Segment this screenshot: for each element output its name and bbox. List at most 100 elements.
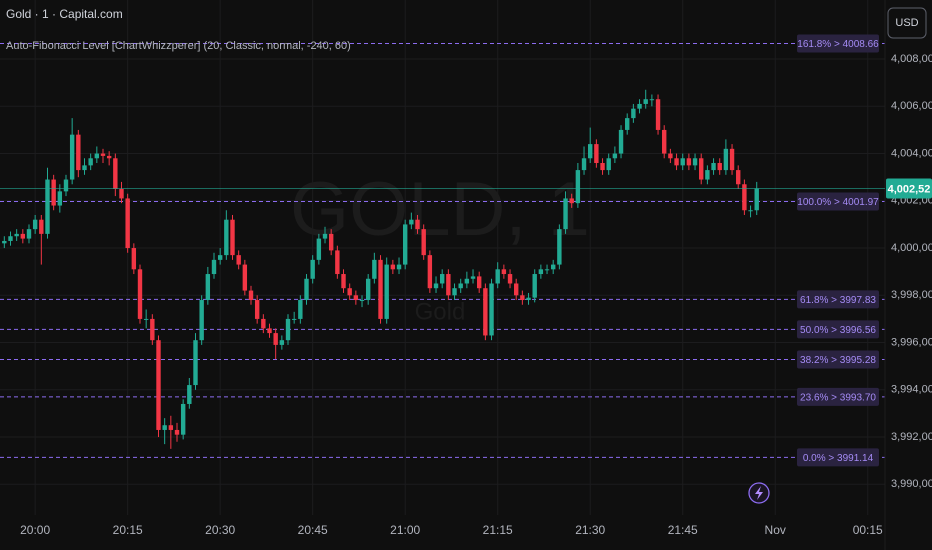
candle-body — [464, 278, 470, 284]
candle-body — [335, 250, 340, 275]
fib-label: 50.0% > 3996.56 — [800, 325, 876, 336]
candle-body — [304, 278, 309, 301]
candle-body — [193, 340, 198, 386]
candle-body — [538, 269, 544, 275]
candle-body — [692, 158, 698, 166]
candle-body — [513, 283, 519, 296]
fib-label-box — [797, 387, 879, 406]
fib-label-box — [797, 192, 879, 211]
candle-body — [594, 144, 599, 164]
last-price-label: 4,002,52 — [888, 183, 931, 195]
candle-body — [187, 385, 192, 404]
candle-body — [94, 153, 100, 159]
fib-label: 23.6% > 3993.70 — [800, 393, 876, 404]
candle-body — [113, 158, 118, 189]
fib-label-box — [797, 350, 879, 369]
candle-body — [285, 318, 291, 341]
candle-body — [433, 283, 439, 289]
y-tick-label: 4,006,00 — [891, 100, 932, 112]
y-tick-label: 3,994,00 — [891, 384, 932, 396]
candle-body — [378, 259, 383, 319]
candle-body — [106, 155, 112, 159]
candle-body — [20, 233, 26, 239]
candle-body — [476, 276, 482, 289]
y-tick-label: 3,992,00 — [891, 431, 932, 443]
candle-body — [322, 233, 328, 239]
fib-label: 0.0% > 3991.14 — [803, 453, 874, 464]
candle-body — [236, 255, 241, 265]
candle-body — [754, 188, 759, 211]
candle-body — [279, 340, 285, 345]
candle-body — [483, 288, 488, 336]
y-tick-label: 3,996,00 — [891, 336, 932, 348]
candle-body — [45, 179, 50, 234]
candle-body — [723, 148, 729, 171]
candle-body — [439, 274, 445, 284]
candle-body — [415, 219, 420, 230]
candle-body — [267, 328, 272, 334]
candle-body — [686, 158, 692, 166]
candle-body — [600, 163, 605, 171]
candle-body — [421, 229, 426, 256]
candle-body — [125, 198, 130, 249]
candle-body — [82, 165, 87, 171]
y-tick-label: 4,000,00 — [891, 242, 932, 254]
candle-body — [717, 163, 722, 171]
candle-body — [489, 283, 494, 336]
candle-body — [242, 264, 248, 291]
x-tick-label: 20:00 — [20, 523, 50, 537]
candle-body — [625, 118, 630, 130]
currency-label[interactable]: USD — [895, 17, 918, 29]
candle-body — [341, 274, 346, 289]
candle-body — [575, 170, 581, 204]
candle-body — [588, 144, 593, 159]
candle-body — [51, 179, 56, 206]
candle-body — [390, 264, 396, 270]
fib-label: 100.0% > 4001.97 — [797, 197, 879, 208]
candle-body — [365, 278, 371, 301]
candle-body — [736, 170, 741, 185]
candle-body — [168, 425, 174, 430]
x-tick-label: 21:00 — [390, 523, 420, 537]
candle-body — [699, 158, 704, 180]
candle-body — [501, 269, 507, 275]
alert-bolt — [755, 486, 763, 500]
candle-body — [137, 269, 143, 319]
candle-body — [2, 240, 7, 244]
candle-body — [495, 269, 500, 284]
symbol-title[interactable]: Gold · 1 · Capital.com — [6, 7, 123, 21]
candle-body — [427, 255, 433, 289]
candle-body — [224, 219, 229, 256]
candle-body — [618, 129, 624, 154]
candle-body — [131, 248, 137, 270]
fib-label-box — [797, 34, 879, 53]
candle-body — [273, 333, 278, 345]
x-tick-label: 21:45 — [668, 523, 698, 537]
candle-body — [310, 259, 315, 279]
currency-button[interactable] — [887, 7, 927, 39]
x-tick-label: 21:30 — [575, 523, 605, 537]
candle-body — [298, 300, 303, 319]
fib-label-box — [797, 290, 879, 309]
candle-body — [230, 219, 235, 256]
candle-body — [261, 318, 266, 329]
candle-body — [199, 300, 204, 341]
candle-body — [347, 288, 352, 296]
candle-body — [100, 153, 106, 156]
y-tick-label: 3,998,00 — [891, 289, 932, 301]
y-tick-label: 4,004,00 — [891, 147, 932, 159]
candle-body — [655, 99, 661, 130]
candle-body — [372, 259, 377, 279]
indicator-label[interactable]: Auto-Fibonacci Level [ChartWhizzperer] (… — [6, 40, 351, 52]
candle-body — [649, 99, 655, 101]
candle-body — [402, 224, 408, 265]
candle-body — [563, 198, 568, 230]
candle-body — [26, 229, 32, 239]
candle-body — [569, 198, 574, 204]
candle-body — [174, 429, 180, 435]
candle-body — [662, 129, 667, 154]
candle-body — [668, 153, 673, 159]
candle-body — [637, 103, 642, 109]
candle-body — [291, 318, 297, 320]
candle-body — [32, 219, 38, 230]
